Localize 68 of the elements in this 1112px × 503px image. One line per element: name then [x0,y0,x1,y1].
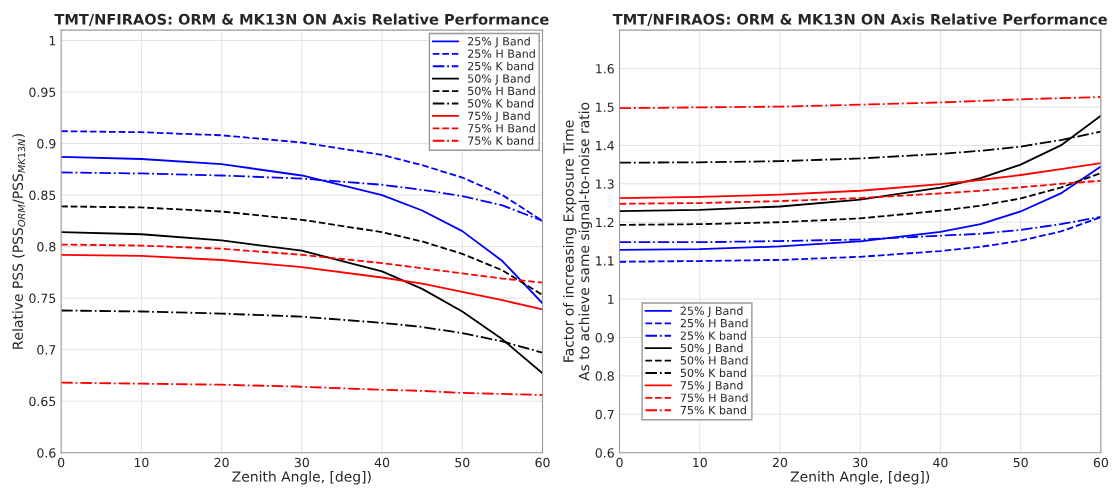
x-tick-label: 0 [616,457,623,468]
legend-label: 50% K band [680,368,746,378]
x-tick-label: 30 [294,457,309,468]
line-series [619,114,1101,213]
legend-label: 50% J Band [468,74,530,85]
y-tick-label: 1 [608,294,614,304]
chart-title: TMT/NFIRAOS: ORM & MK13N ON Axis Relative Performance [612,13,1107,26]
x-tick-label: 60 [535,457,550,468]
legend-label: 50% J Band [680,343,743,355]
y-tick-label: 1.1 [596,256,614,266]
legend-label: 25% J Band [468,36,530,48]
y-tick-label: 1 [49,36,56,46]
line-series [619,96,1101,110]
y-tick-label: 1.3 [596,179,614,189]
x-tick-label: 50 [1013,457,1028,468]
x-axis-title: Zenith Angle, [deg]) [790,471,930,485]
x-tick-label: 40 [933,457,948,468]
line-series [61,243,543,284]
x-tick-label: 10 [693,457,707,468]
y-tick-label: 0.75 [29,293,56,304]
y-tick-label: 0.8 [595,371,614,381]
legend-label: 25% J Band [680,306,743,318]
legend-label: 25% H Band [468,49,535,58]
x-tick-label: 50 [455,457,470,468]
x-tick-label: 20 [214,457,229,468]
line-series [619,179,1101,205]
line-series [619,172,1101,226]
y-tick-label: 1.6 [596,64,614,74]
x-tick-label: 0 [58,457,65,468]
y-axis-title: Relative PSS (PSS$_{ORM}$/PSS$_{MK13N}$) [12,134,26,349]
legend-label: 25% K band [680,331,746,340]
line-series [619,162,1101,199]
y-tick-label: 0.7 [37,345,56,355]
y-tick-label: 0.9 [595,332,614,343]
y-tick-label: 0.85 [29,190,56,200]
y-tick-label: 0.9 [37,139,56,149]
legend-label: 50% H Band [680,356,748,365]
legend-label: 75% K band [680,405,746,415]
legend-label: 25% K band [468,61,534,71]
y-tick-label: 0.95 [29,87,56,97]
x-tick-label: 30 [853,457,868,468]
line-series [61,381,543,396]
line-series [61,205,543,296]
y-tick-label: 0.6 [595,448,614,458]
x-axis-title: Zenith Angle, [deg]) [232,471,371,485]
y-tick-label: 0.7 [595,409,614,420]
legend-label: 75% H Band [680,393,748,402]
legend-label: 75% J Band [468,111,530,123]
y-tick-label: 1.5 [596,102,614,112]
line-series [61,253,543,311]
x-tick-label: 10 [134,457,149,468]
line-series [61,231,543,375]
legend-label: 75% J Band [680,380,743,392]
y-tick-label: 0.8 [37,242,56,252]
y-tick-label: 1.2 [596,217,614,227]
y-axis-title: Factor of increasing Exposure Time As to achieve same signal-to-noise ratio [563,102,593,381]
legend-label: 75% H Band [468,123,535,133]
legend-label: 50% H Band [468,86,535,96]
legend-label: 25% H Band [680,318,748,328]
y-tick-label: 1.4 [596,141,614,151]
y-tick-label: 0.65 [29,396,56,407]
x-tick-label: 40 [374,457,390,468]
y-tick-label: 0.6 [37,448,56,458]
x-tick-label: 20 [772,457,788,468]
x-tick-label: 60 [1093,457,1108,468]
chart-title: TMT/NFIRAOS: ORM & MK13N ON Axis Relative Performance [54,13,549,26]
legend-label: 50% K band [468,98,534,108]
legend-label: 75% K band [468,136,534,145]
